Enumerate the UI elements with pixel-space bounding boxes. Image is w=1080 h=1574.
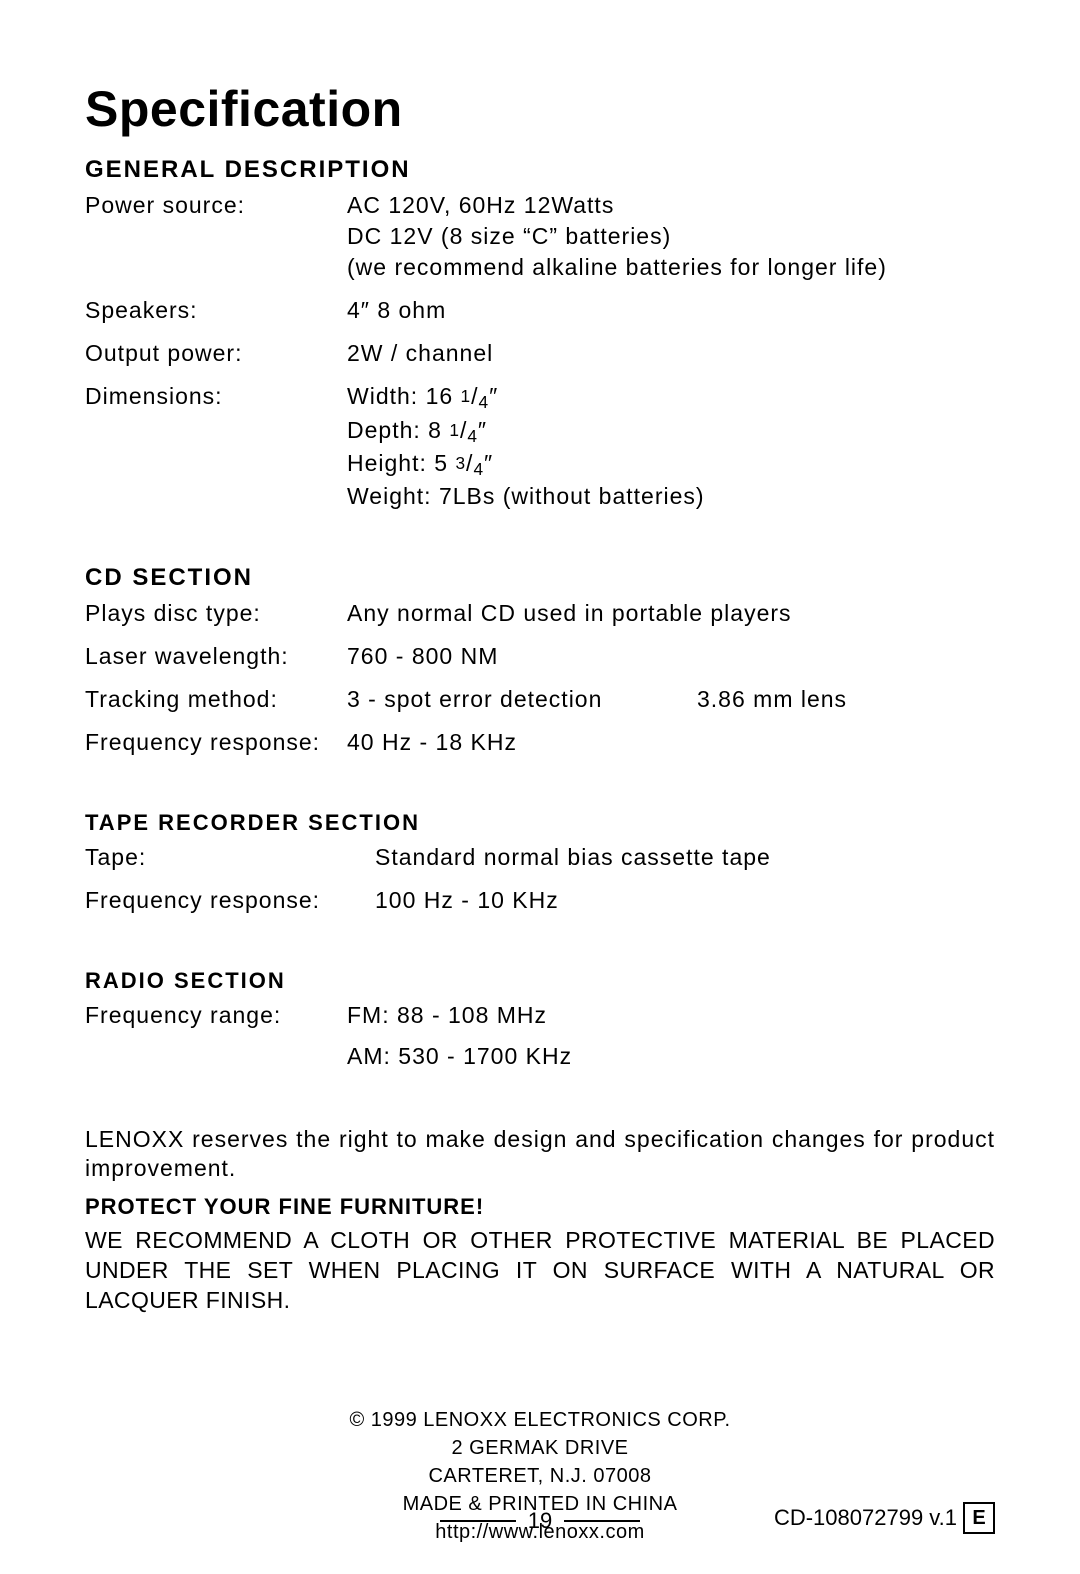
- label-radio-range: Frequency range:: [85, 1000, 347, 1072]
- label-output: Output power:: [85, 338, 347, 369]
- cd-table: Plays disc type: Any normal CD used in p…: [85, 598, 995, 758]
- tracking-a: 3 - spot error detection: [347, 684, 697, 715]
- power-line1: AC 120V, 60Hz 12Watts: [347, 190, 995, 221]
- inch-mark: ″: [484, 450, 493, 476]
- colophon-l3: CARTERET, N.J. 07008: [85, 1462, 995, 1490]
- row-tape: Tape: Standard normal bias cassette tape: [85, 842, 995, 873]
- row-speakers: Speakers: 4″ 8 ohm: [85, 295, 995, 326]
- label-dimensions: Dimensions:: [85, 381, 347, 512]
- value-dimensions: Width: 16 1/4″ Depth: 8 1/4″ Height: 5 3…: [347, 381, 995, 512]
- inch-mark: ″: [478, 417, 487, 443]
- frac-d: 4: [479, 392, 490, 412]
- value-output: 2W / channel: [347, 338, 995, 369]
- row-tracking: Tracking method: 3 - spot error detectio…: [85, 684, 995, 715]
- row-output: Output power: 2W / channel: [85, 338, 995, 369]
- frac-d: 4: [467, 426, 478, 446]
- value-cd-freq: 40 Hz - 18 KHz: [347, 727, 995, 758]
- cd-heading: CD SECTION: [85, 564, 995, 592]
- label-laser: Laser wavelength:: [85, 641, 347, 672]
- protect-heading: PROTECT YOUR FINE FURNITURE!: [85, 1194, 995, 1220]
- doc-id-text: CD-108072799 v.1: [774, 1505, 957, 1531]
- general-table: Power source: AC 120V, 60Hz 12Watts DC 1…: [85, 190, 995, 512]
- row-laser: Laser wavelength: 760 - 800 NM: [85, 641, 995, 672]
- protect-body: WE RECOMMEND A CLOTH OR OTHER PROTECTIVE…: [85, 1226, 995, 1316]
- label-power: Power source:: [85, 190, 347, 283]
- dim-depth: Depth: 8 1/4″: [347, 415, 995, 448]
- value-plays: Any normal CD used in portable players: [347, 598, 995, 629]
- value-tape-freq: 100 Hz - 10 KHz: [375, 885, 995, 916]
- label-speakers: Speakers:: [85, 295, 347, 326]
- dim-depth-pre: Depth: 8: [347, 417, 449, 443]
- value-laser: 760 - 800 NM: [347, 641, 995, 672]
- value-speakers: 4″ 8 ohm: [347, 295, 995, 326]
- doc-id: CD-108072799 v.1 E: [774, 1502, 995, 1534]
- dim-height-pre: Height: 5: [347, 450, 455, 476]
- rule-left: [440, 1520, 516, 1523]
- row-radio-range: Frequency range: FM: 88 - 108 MHz AM: 53…: [85, 1000, 995, 1072]
- row-tape-freq: Frequency response: 100 Hz - 10 KHz: [85, 885, 995, 916]
- label-tracking: Tracking method:: [85, 684, 347, 715]
- dim-height: Height: 5 3/4″: [347, 448, 995, 481]
- frac-d: 4: [473, 459, 484, 479]
- notice-text: LENOXX reserves the right to make design…: [85, 1125, 995, 1185]
- frac-n: 3: [455, 453, 466, 473]
- rule-right: [564, 1520, 640, 1523]
- value-power: AC 120V, 60Hz 12Watts DC 12V (8 size “C”…: [347, 190, 995, 283]
- label-tape: Tape:: [85, 842, 375, 873]
- label-plays: Plays disc type:: [85, 598, 347, 629]
- value-radio-range: FM: 88 - 108 MHz AM: 530 - 1700 KHz: [347, 1000, 995, 1072]
- tape-heading: TAPE RECORDER SECTION: [85, 810, 995, 836]
- page: Specification GENERAL DESCRIPTION Power …: [0, 0, 1080, 1574]
- dim-width: Width: 16 1/4″: [347, 381, 995, 414]
- row-power: Power source: AC 120V, 60Hz 12Watts DC 1…: [85, 190, 995, 283]
- row-plays: Plays disc type: Any normal CD used in p…: [85, 598, 995, 629]
- page-title: Specification: [85, 80, 995, 138]
- value-tracking: 3 - spot error detection 3.86 mm lens: [347, 684, 995, 715]
- row-cd-freq: Frequency response: 40 Hz - 18 KHz: [85, 727, 995, 758]
- frac-n: 1: [449, 420, 460, 440]
- radio-fm: FM: 88 - 108 MHz: [347, 1000, 995, 1031]
- radio-heading: RADIO SECTION: [85, 968, 995, 994]
- radio-table: Frequency range: FM: 88 - 108 MHz AM: 53…: [85, 1000, 995, 1072]
- radio-am: AM: 530 - 1700 KHz: [347, 1041, 995, 1072]
- label-cd-freq: Frequency response:: [85, 727, 347, 758]
- colophon-l2: 2 GERMAK DRIVE: [85, 1434, 995, 1462]
- general-heading: GENERAL DESCRIPTION: [85, 156, 995, 184]
- dim-width-pre: Width: 16: [347, 383, 461, 409]
- tracking-b: 3.86 mm lens: [697, 684, 847, 715]
- colophon-l1: © 1999 LENOXX ELECTRONICS CORP.: [85, 1406, 995, 1434]
- row-dimensions: Dimensions: Width: 16 1/4″ Depth: 8 1/4″…: [85, 381, 995, 512]
- e-box: E: [963, 1502, 995, 1534]
- power-line3: (we recommend alkaline batteries for lon…: [347, 252, 995, 283]
- power-line2: DC 12V (8 size “C” batteries): [347, 221, 995, 252]
- value-tape: Standard normal bias cassette tape: [375, 842, 995, 873]
- page-number: 19: [528, 1508, 552, 1534]
- tape-table: Tape: Standard normal bias cassette tape…: [85, 842, 995, 916]
- inch-mark: ″: [489, 383, 498, 409]
- dim-weight: Weight: 7LBs (without batteries): [347, 481, 995, 512]
- frac-n: 1: [461, 386, 472, 406]
- label-tape-freq: Frequency response:: [85, 885, 375, 916]
- page-footer: 19 CD-108072799 v.1 E: [85, 1508, 995, 1534]
